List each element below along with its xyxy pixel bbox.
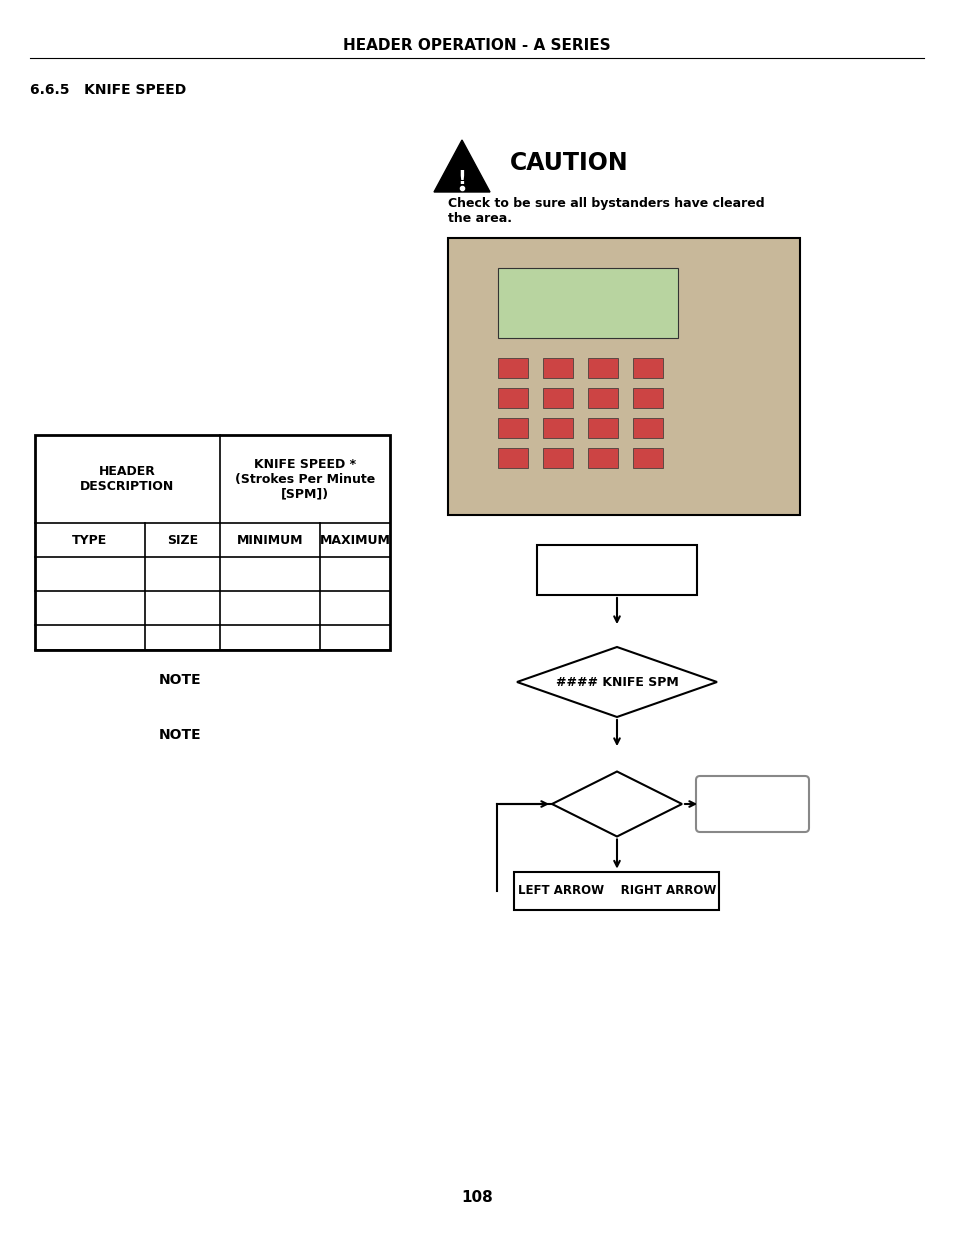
Bar [497,268,678,338]
Text: 6.6.5   KNIFE SPEED: 6.6.5 KNIFE SPEED [30,83,186,98]
Text: CAUTION: CAUTION [510,151,628,175]
Bar [587,388,618,408]
Bar [633,448,662,468]
Text: TYPE: TYPE [72,534,108,547]
Bar [633,358,662,378]
Bar [497,358,527,378]
Bar [542,417,573,438]
Bar [587,358,618,378]
Text: HEADER OPERATION - A SERIES: HEADER OPERATION - A SERIES [343,37,610,53]
Bar [633,388,662,408]
Text: 108: 108 [460,1191,493,1205]
Bar [542,358,573,378]
Bar [537,545,697,595]
Text: KNIFE SPEED *
(Strokes Per Minute
[SPM]): KNIFE SPEED * (Strokes Per Minute [SPM]) [234,457,375,500]
Bar [35,435,390,650]
Text: MINIMUM: MINIMUM [236,534,303,547]
Bar [448,238,800,515]
FancyBboxPatch shape [696,776,808,832]
Bar [633,417,662,438]
Polygon shape [552,772,681,836]
Text: LEFT ARROW    RIGHT ARROW: LEFT ARROW RIGHT ARROW [517,884,716,897]
Text: !: ! [457,168,466,188]
Polygon shape [434,140,490,191]
Bar [497,388,527,408]
Text: HEADER
DESCRIPTION: HEADER DESCRIPTION [80,466,174,493]
Text: #### KNIFE SPM: #### KNIFE SPM [555,676,678,688]
Bar [514,872,719,909]
Bar [542,388,573,408]
Bar [587,448,618,468]
Text: Check to be sure all bystanders have cleared
the area.: Check to be sure all bystanders have cle… [448,198,763,225]
Text: NOTE: NOTE [158,673,201,687]
Text: MAXIMUM: MAXIMUM [319,534,390,547]
Polygon shape [517,647,717,718]
Text: NOTE: NOTE [158,727,201,742]
Bar [497,448,527,468]
Text: SIZE: SIZE [167,534,198,547]
Bar [497,417,527,438]
Bar [542,448,573,468]
Bar [587,417,618,438]
